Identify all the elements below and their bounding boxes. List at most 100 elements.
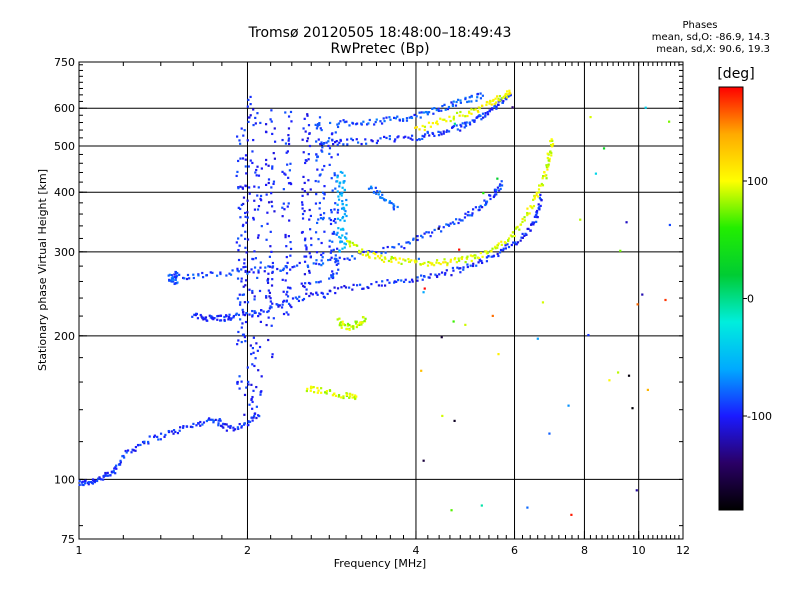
x-tick-label: 6 — [511, 544, 518, 557]
echo-point — [289, 181, 292, 185]
echo-point — [253, 199, 256, 202]
echo-point — [499, 183, 502, 186]
echo-point — [477, 256, 480, 260]
echo-point — [508, 94, 511, 97]
echo-point — [496, 244, 499, 247]
x-tick-label: 4 — [412, 544, 419, 557]
echo-point — [336, 176, 339, 179]
echo-point — [470, 108, 473, 111]
echo-point — [352, 327, 355, 330]
echo-point — [316, 386, 319, 390]
echo-point — [334, 394, 337, 397]
echo-point — [209, 316, 212, 319]
echo-point — [338, 249, 341, 252]
echo-point — [251, 309, 254, 313]
echo-point — [223, 423, 227, 426]
echo-point — [339, 219, 342, 222]
echo-point — [507, 93, 510, 96]
echo-point — [396, 115, 399, 118]
echo-point — [334, 221, 337, 224]
echo-point — [458, 248, 461, 251]
echo-point — [97, 477, 100, 480]
echo-point — [321, 262, 325, 265]
echo-point — [270, 306, 273, 309]
echo-point — [249, 159, 252, 162]
echo-point — [510, 243, 513, 247]
echo-point — [200, 315, 203, 318]
echo-point — [464, 96, 467, 100]
echo-point — [312, 385, 315, 389]
echo-point — [246, 301, 250, 304]
echo-point — [421, 137, 424, 141]
echo-point — [351, 122, 355, 125]
echo-point — [332, 142, 335, 146]
echo-point — [421, 124, 424, 128]
echo-point — [196, 317, 200, 320]
echo-point — [246, 105, 249, 108]
echo-point — [270, 250, 273, 253]
echo-point — [353, 396, 356, 399]
echo-point — [511, 231, 515, 234]
echo-point — [219, 271, 222, 274]
echo-point — [303, 117, 306, 120]
echo-point — [379, 120, 382, 123]
echo-point — [202, 316, 205, 319]
echo-point — [237, 313, 241, 317]
echo-point — [521, 217, 524, 221]
echo-point — [497, 103, 500, 106]
echo-point — [324, 391, 327, 394]
echo-point — [304, 130, 307, 133]
echo-point — [440, 230, 443, 233]
echo-point — [236, 343, 239, 346]
echo-point — [217, 422, 220, 425]
echo-point — [322, 216, 325, 220]
echo-point — [264, 123, 268, 126]
echo-point — [579, 218, 582, 221]
echo-point — [168, 273, 171, 276]
echo-point — [641, 293, 644, 296]
echo-point — [248, 270, 251, 274]
echo-point — [244, 246, 247, 249]
echo-point — [318, 201, 321, 205]
echo-point — [240, 425, 243, 428]
echo-point — [348, 240, 352, 243]
echo-point — [323, 185, 326, 188]
echo-point — [244, 230, 247, 233]
echo-point — [96, 479, 99, 483]
echo-point — [420, 274, 423, 277]
echo-point — [172, 429, 176, 432]
echo-point — [337, 395, 340, 398]
echo-point — [257, 205, 261, 208]
echo-point — [482, 116, 485, 119]
echo-point — [82, 483, 85, 487]
echo-point — [467, 100, 470, 103]
echo-point — [143, 442, 146, 445]
echo-point — [346, 257, 349, 260]
echo-point — [501, 101, 504, 104]
echo-point — [287, 134, 290, 137]
echo-point — [105, 474, 108, 477]
echo-point — [316, 125, 319, 128]
echo-point — [156, 435, 159, 438]
echo-point — [315, 127, 319, 130]
echo-point — [361, 321, 364, 324]
echo-point — [238, 375, 241, 378]
echo-point — [336, 208, 340, 212]
echo-point — [270, 200, 273, 203]
echo-point — [242, 313, 245, 316]
echo-point — [450, 101, 453, 104]
echo-point — [355, 322, 358, 325]
echo-point — [100, 478, 103, 481]
echo-point — [348, 324, 351, 327]
echo-point — [242, 285, 245, 288]
echo-point — [98, 477, 102, 480]
echo-point — [376, 255, 380, 258]
echo-point — [376, 190, 379, 193]
echo-point — [356, 324, 359, 327]
echo-point — [455, 100, 458, 104]
echo-point — [251, 363, 254, 366]
echo-point — [447, 130, 451, 133]
echo-point — [309, 228, 312, 231]
echo-point — [373, 123, 376, 126]
echo-point — [433, 228, 436, 232]
